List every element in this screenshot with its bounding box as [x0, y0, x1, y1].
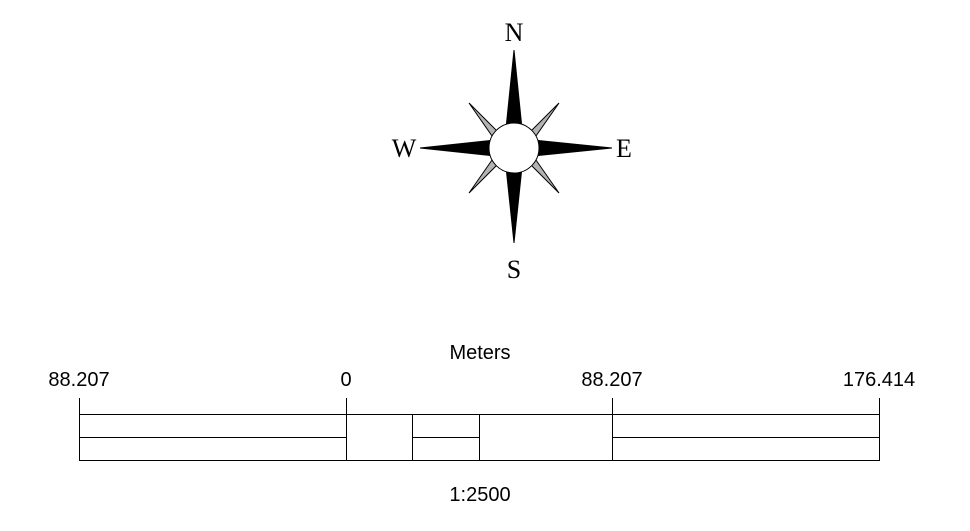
scale-ratio: 1:2500: [449, 484, 510, 506]
scale-tick-label: 176.414: [843, 369, 915, 391]
scale-tick-label: 88.207: [48, 369, 109, 391]
scale-tick-label: 88.207: [581, 369, 642, 391]
compass-label-west: W: [392, 134, 417, 163]
compass-label-north: N: [505, 18, 524, 47]
compass-label-east: E: [616, 134, 632, 163]
compass-label-south: S: [507, 255, 521, 284]
compass-center-circle: [488, 122, 540, 174]
north-arrow: N S E W: [392, 18, 632, 284]
scale-tick-label: 0: [340, 369, 351, 391]
scale-bar-lines: [79, 398, 880, 461]
scale-bar-units: Meters: [449, 342, 510, 364]
scale-bar: Meters 88.207 0 88.207 176.414 1:2500: [48, 342, 915, 506]
